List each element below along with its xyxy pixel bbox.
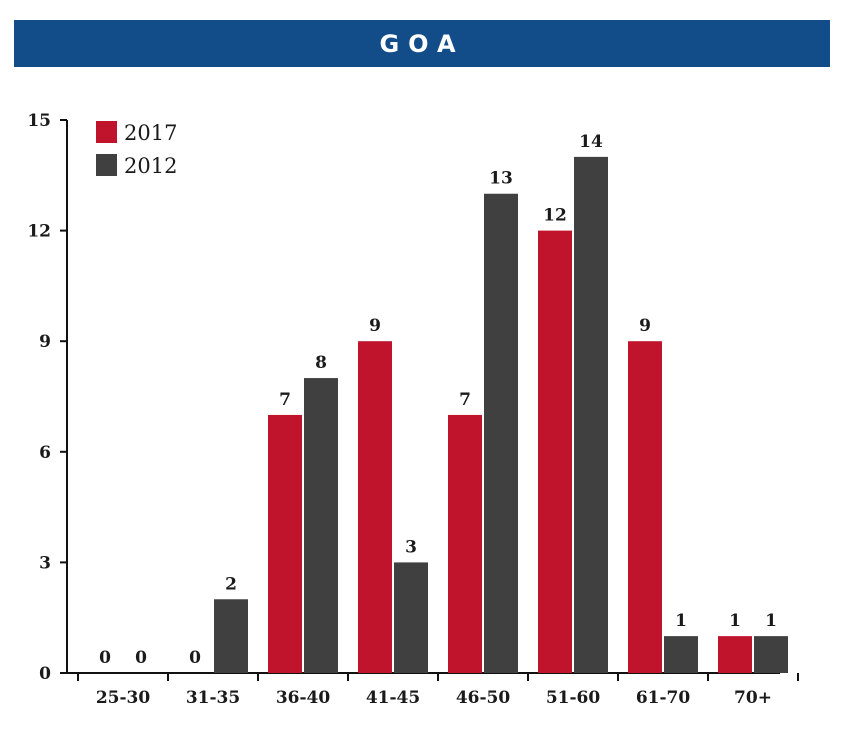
chart-bars: [214, 156, 788, 673]
legend-swatch-2017: [96, 121, 117, 143]
value-label-2017-70+: 1: [729, 611, 741, 631]
legend-label-2012: 2012: [124, 154, 177, 178]
value-label-2012-61-70: 1: [675, 611, 687, 631]
bar-2017-46-50: [448, 414, 482, 673]
bar-2017-36-40: [268, 414, 302, 673]
bar-2012-61-70: [664, 636, 698, 673]
legend-swatch-2012: [96, 154, 117, 176]
y-tick-label: 0: [39, 664, 51, 684]
value-label-2017-51-60: 12: [543, 206, 567, 226]
value-label-2017-36-40: 7: [279, 390, 291, 410]
chart-title: GOA: [379, 29, 465, 58]
x-tick-label: 46-50: [456, 688, 511, 708]
y-tick-label: 3: [39, 553, 51, 573]
value-label-2012-70+: 1: [765, 611, 777, 631]
value-label-2017-31-35: 0: [189, 648, 201, 668]
value-label-2012-31-35: 2: [225, 574, 237, 594]
bar-2017-61-70: [628, 341, 662, 673]
x-tick-label: 51-60: [546, 688, 601, 708]
bar-2012-46-50: [484, 193, 518, 673]
x-tick-label: 41-45: [366, 688, 420, 708]
bar-2012-31-35: [214, 599, 248, 673]
title-banner: GOA: [14, 20, 830, 67]
value-label-2017-46-50: 7: [459, 390, 471, 410]
value-label-2017-41-45: 9: [369, 316, 381, 336]
bar-2017-41-45: [358, 341, 392, 673]
y-tick-label: 15: [27, 111, 51, 131]
value-label-2012-36-40: 8: [315, 353, 327, 373]
value-label-2017-61-70: 9: [639, 316, 651, 336]
x-tick-label: 31-35: [186, 688, 240, 708]
value-label-2012-51-60: 14: [579, 132, 603, 152]
legend-label-2017: 2017: [124, 121, 177, 145]
x-tick-label: 25-30: [96, 688, 151, 708]
y-tick-label: 9: [39, 332, 51, 352]
chart-value-labels: 0 0 0 2 7 8 9 3 7 13 12 14 9 1 1 1: [99, 132, 777, 668]
x-tick-label: 70+: [734, 688, 772, 708]
value-label-2012-41-45: 3: [405, 537, 417, 557]
x-tick-label: 61-70: [636, 688, 691, 708]
bar-2017-70+: [718, 636, 752, 673]
bar-2012-70+: [754, 636, 788, 673]
chart-legend: 2017 2012: [96, 121, 177, 178]
value-label-2017-25-30: 0: [99, 648, 111, 668]
bar-2012-51-60: [574, 156, 608, 673]
y-tick-label: 6: [39, 443, 51, 463]
bar-2012-36-40: [304, 378, 338, 673]
x-tick-label: 36-40: [276, 688, 331, 708]
bar-2012-41-45: [394, 562, 428, 673]
value-label-2012-25-30: 0: [135, 648, 147, 668]
bar-2017-51-60: [538, 230, 572, 673]
value-label-2012-46-50: 13: [489, 169, 513, 189]
y-tick-label: 12: [27, 222, 51, 242]
